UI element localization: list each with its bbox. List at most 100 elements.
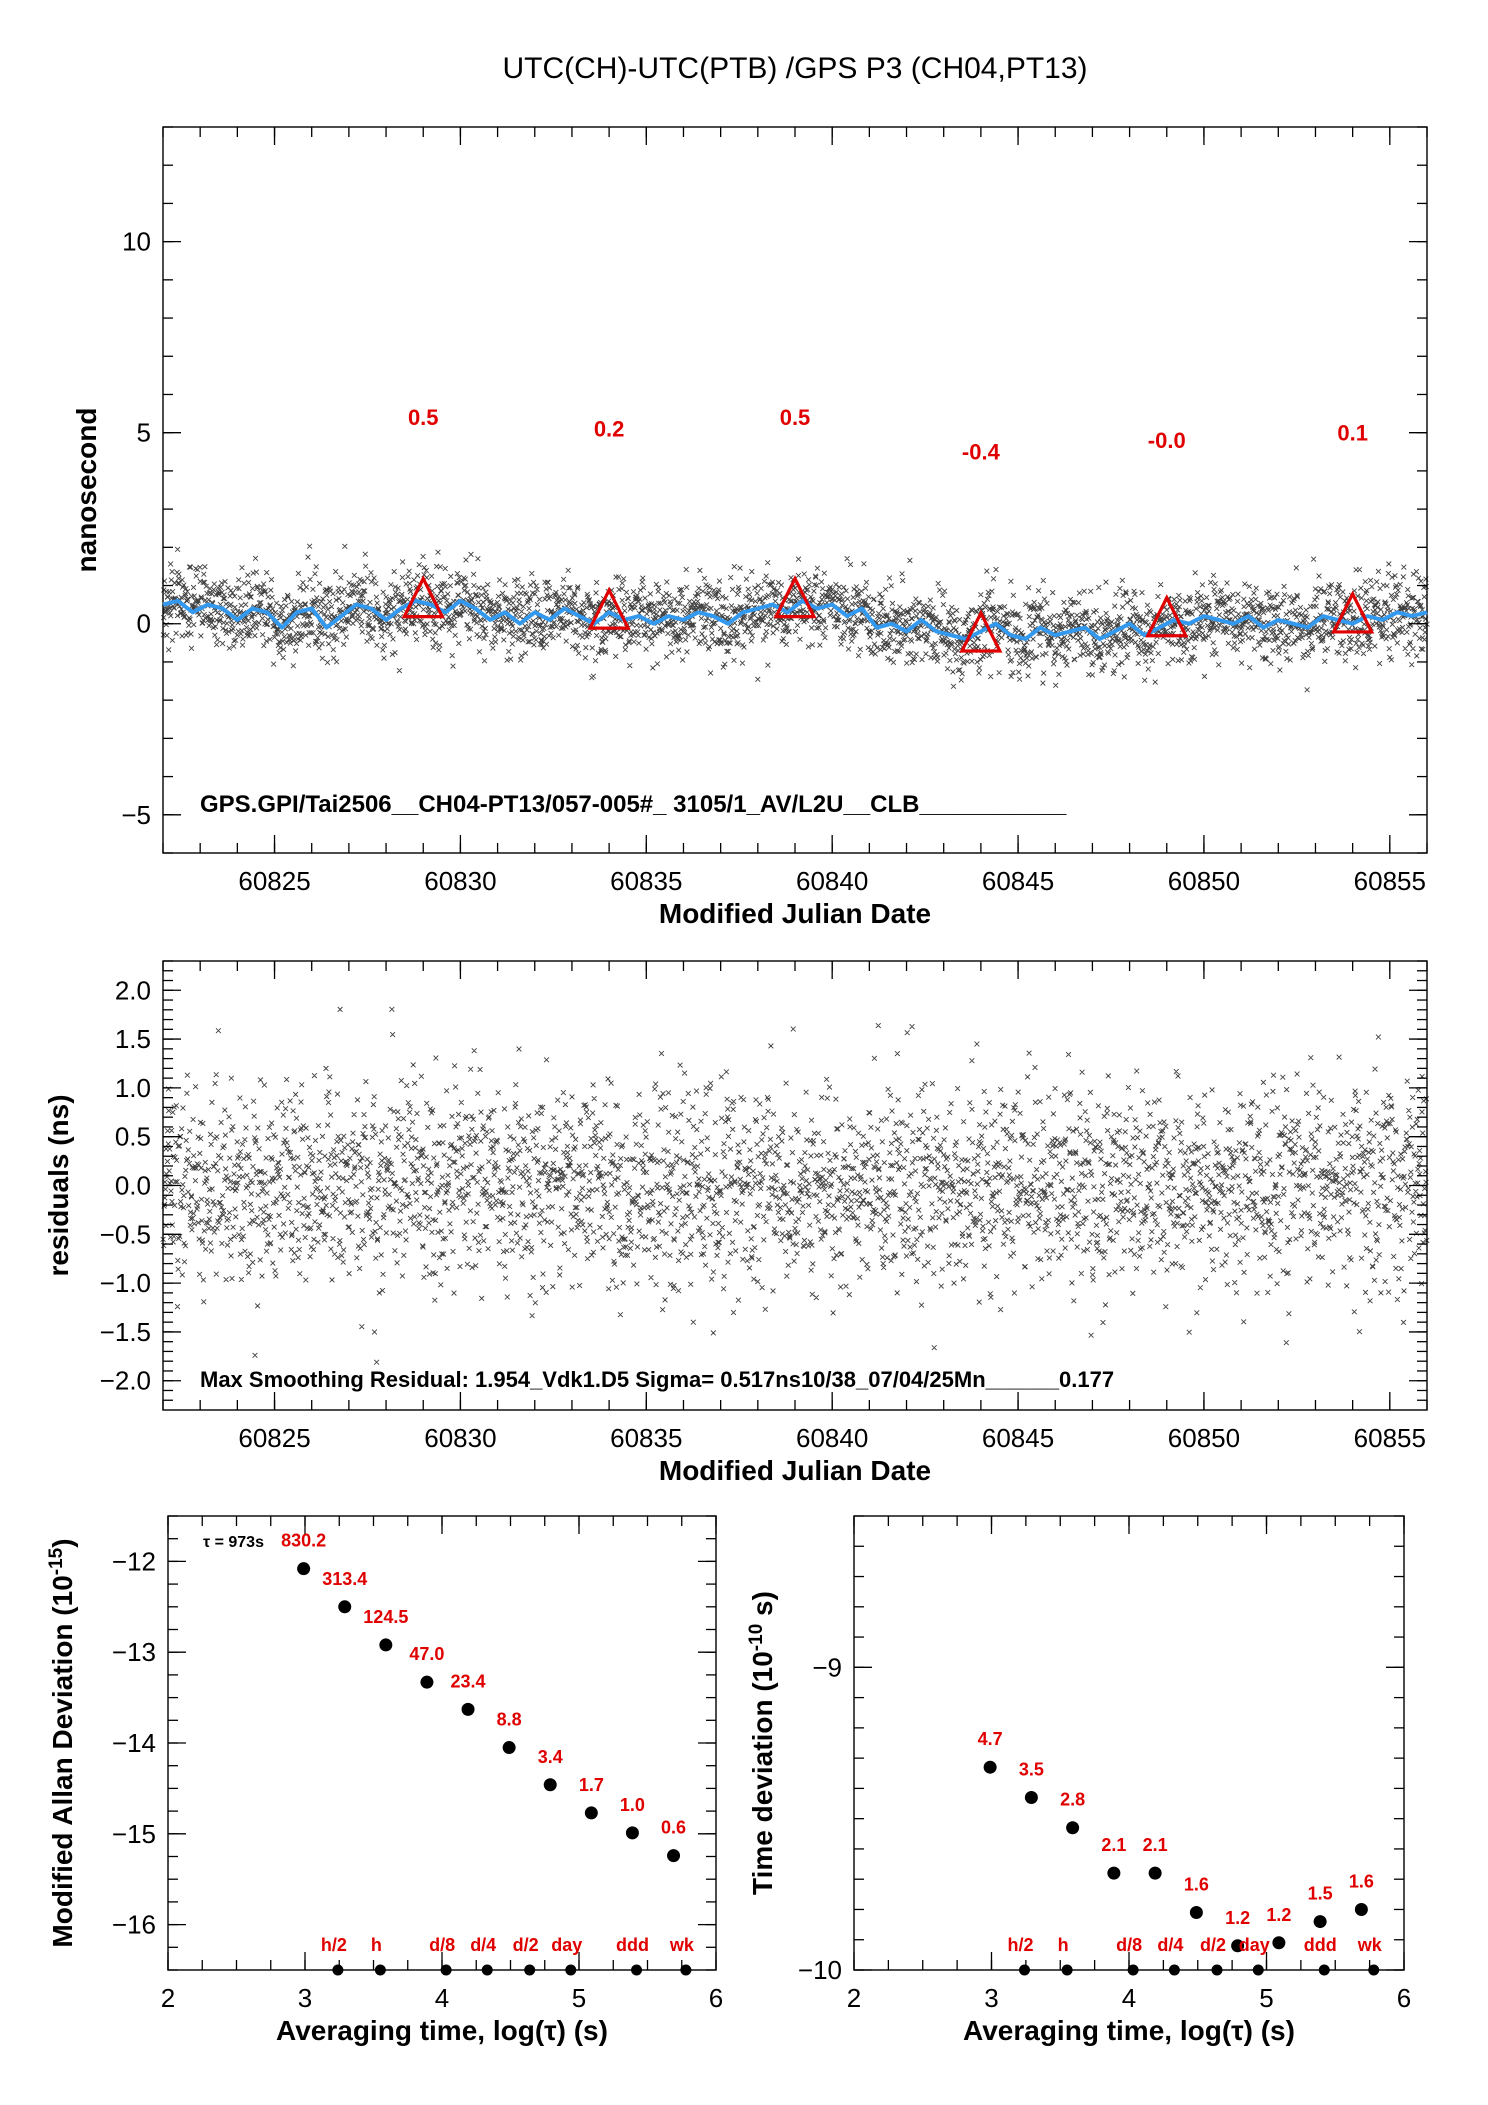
reference-point	[1168, 1964, 1180, 1976]
marker-value-label: 0.5	[408, 405, 439, 430]
x-tick-label: 60850	[1168, 866, 1240, 896]
x-tick-label: 6	[1397, 1983, 1411, 2013]
y-tick-label: −1.0	[100, 1268, 151, 1298]
y-tick-label: −0.5	[100, 1219, 151, 1249]
y-axis-label-text: Time deviation (10	[747, 1651, 778, 1895]
deviation-value-label: 1.0	[620, 1795, 645, 1815]
reference-point	[524, 1964, 536, 1976]
y-tick-label: 2.0	[115, 975, 151, 1005]
reference-mark-label: h/2	[1007, 1935, 1033, 1955]
time-deviation-panel: 2 3 4 5 6 −10 −9 4.7 3.5 2.8 2.1 2.1 1.6 1.2 1.2 1.5 1.6…	[746, 1515, 1411, 2046]
x-tick-label: 60840	[796, 866, 868, 896]
marker-value-label: 0.2	[594, 417, 625, 442]
reference-mark-label: h	[1058, 1935, 1069, 1955]
deviation-value-label: 830.2	[281, 1531, 326, 1551]
x-tick-label: 2	[161, 1983, 175, 2013]
deviation-point	[461, 1702, 475, 1716]
deviation-value-label: 47.0	[409, 1644, 444, 1664]
allan-deviation-panel: 2 3 4 5 6 −16 −15 −14 −13 −12 830.2 313.4 124.547.0 2…	[46, 1515, 723, 2046]
deviation-point	[1313, 1915, 1327, 1929]
y-axis-label-end: s)	[747, 1591, 778, 1624]
deviation-value-label: 1.6	[1184, 1874, 1209, 1894]
y-axis-label-end: )	[47, 1538, 78, 1547]
y-tick-label: −14	[112, 1728, 156, 1758]
deviation-value-label: 0.6	[661, 1818, 686, 1838]
deviation-value-label: 2.1	[1101, 1835, 1126, 1855]
triangle-marker	[773, 575, 817, 619]
deviation-point	[420, 1675, 434, 1689]
annotation-text: GPS.GPI/Tai2506__CH04-PT13/057-005#_ 310…	[200, 791, 1067, 818]
chart-title: UTC(CH)-UTC(PTB) /GPS P3 (CH04,PT13)	[502, 52, 1087, 85]
y-axis-label: Time deviation (10-10 s)	[746, 1591, 778, 1895]
reference-mark-label: wk	[1357, 1935, 1383, 1955]
residuals-panel: 60825 60830 60835 60840 60845 60850 60855 −2.0 −…	[43, 960, 1430, 1486]
x-tick-label: 5	[572, 1983, 586, 2013]
reference-point	[1061, 1964, 1073, 1976]
deviation-value-label: 4.7	[978, 1729, 1003, 1749]
triangle-marker	[1145, 594, 1189, 638]
x-tick-label: 60850	[1168, 1423, 1240, 1453]
reference-mark-label: ddd	[1304, 1935, 1337, 1955]
deviation-point	[338, 1600, 352, 1614]
annotation-text: Max Smoothing Residual: 1.954_Vdk1.D5 Si…	[200, 1367, 1114, 1392]
plot-frame	[162, 126, 1428, 854]
y-tick-label: −13	[112, 1637, 156, 1667]
deviation-value-label: 2.8	[1060, 1790, 1085, 1810]
y-axis-label-exponent: -15	[46, 1547, 67, 1575]
reference-point	[1368, 1964, 1380, 1976]
deviation-value-label: 8.8	[497, 1710, 522, 1730]
reference-mark-label: day	[1239, 1935, 1270, 1955]
time-series-panel: 60825 60830 60835 60840 60845 60850 60855 −5 0 5 1…	[71, 126, 1430, 929]
triangle-marker	[401, 575, 445, 619]
x-tick-label: 60855	[1354, 1423, 1426, 1453]
reference-mark-label: wk	[669, 1935, 695, 1955]
reference-point	[1019, 1964, 1030, 1976]
y-tick-label: −9	[812, 1652, 842, 1682]
reference-mark-label: d/2	[1200, 1935, 1226, 1955]
deviation-point	[625, 1826, 639, 1840]
deviation-point	[1148, 1866, 1162, 1880]
x-tick-label: 60835	[610, 866, 682, 896]
deviation-value-label: 3.4	[538, 1747, 563, 1767]
y-axis-label-text: Modified Allan Deviation (10	[47, 1575, 78, 1947]
deviation-point	[1189, 1905, 1203, 1919]
reference-mark-label: h/2	[321, 1935, 347, 1955]
deviation-point	[1066, 1821, 1080, 1835]
deviation-point	[1231, 1939, 1245, 1953]
triangle-marker	[1331, 590, 1375, 634]
reference-point	[1127, 1964, 1139, 1976]
y-axis-label: residuals (ns)	[43, 1094, 74, 1276]
deviation-point	[667, 1849, 681, 1863]
x-tick-label: 6	[709, 1983, 723, 2013]
y-tick-label: 0.5	[115, 1122, 151, 1152]
reference-mark-label: d/8	[429, 1935, 455, 1955]
reference-mark-label: d/4	[470, 1935, 496, 1955]
y-tick-label: −10	[798, 1955, 842, 1985]
x-tick-label: 60845	[982, 866, 1054, 896]
tau-note: τ = 973s	[203, 1534, 264, 1551]
deviation-point	[584, 1806, 598, 1820]
triangle-marker	[959, 609, 1003, 653]
y-tick-label: −2.0	[100, 1366, 151, 1396]
y-axis-label: Modified Allan Deviation (10-15)	[46, 1538, 78, 1947]
deviation-point	[1354, 1902, 1368, 1916]
deviation-value-label: 1.2	[1225, 1908, 1250, 1928]
plot-frame	[167, 1515, 717, 1971]
y-tick-label: −16	[112, 1910, 156, 1940]
reference-point	[332, 1964, 344, 1976]
reference-point	[440, 1964, 452, 1976]
x-tick-label: 60825	[238, 1423, 310, 1453]
deviation-value-label: 1.6	[1349, 1871, 1374, 1891]
y-tick-label: 10	[122, 227, 151, 257]
deviation-value-label: 1.7	[579, 1775, 604, 1795]
reference-mark-label: d/4	[1157, 1935, 1183, 1955]
triangle-marker	[587, 586, 631, 630]
x-axis-label: Averaging time, log(τ) (s)	[963, 2015, 1295, 2046]
x-tick-label: 3	[984, 1983, 998, 2013]
reference-mark-label: ddd	[616, 1935, 649, 1955]
x-tick-label: 4	[1122, 1983, 1136, 2013]
x-tick-label: 60845	[982, 1423, 1054, 1453]
marker-value-label: -0.4	[962, 439, 1001, 464]
marker-value-label: 0.1	[1337, 420, 1368, 445]
